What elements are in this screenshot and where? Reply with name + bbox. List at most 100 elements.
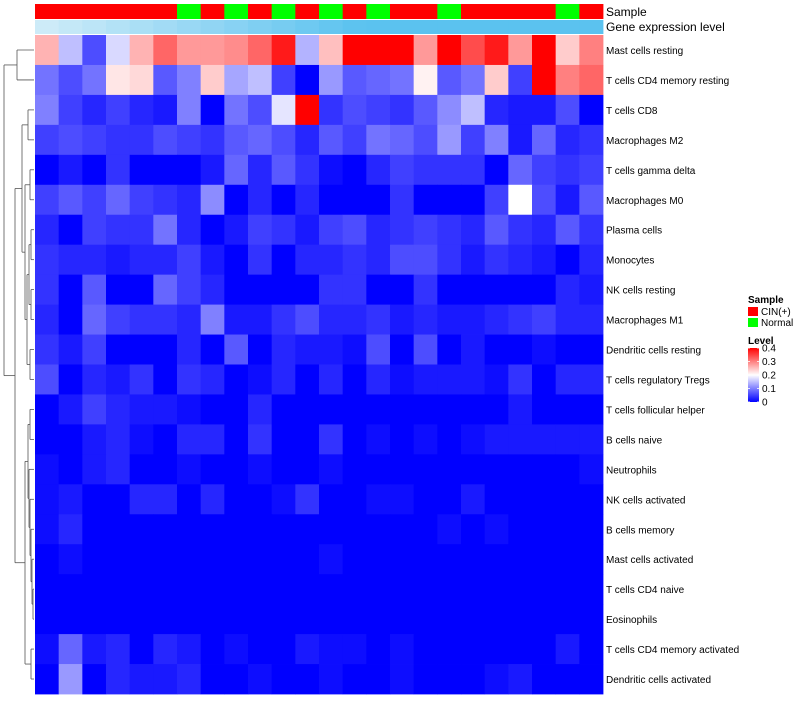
heatmap-cell	[579, 304, 604, 335]
sample-annotation-cell	[413, 4, 438, 19]
heatmap-cell	[437, 274, 462, 305]
heatmap-cell	[437, 664, 462, 695]
heatmap-cell	[366, 304, 391, 335]
heatmap-cell	[129, 184, 154, 216]
heatmap-cell	[555, 64, 580, 96]
heatmap-cell	[106, 304, 131, 335]
heatmap-cell	[271, 424, 296, 455]
heatmap-cell	[295, 274, 320, 305]
heatmap-cell	[532, 424, 557, 455]
heatmap-cell	[461, 184, 486, 216]
legend-tick-label: 0	[762, 398, 768, 409]
expression-annotation-cell	[508, 20, 533, 34]
heatmap-cell	[366, 154, 391, 186]
legend-label-cin: CIN(+)	[761, 307, 791, 318]
heatmap-cell	[177, 304, 202, 335]
heatmap-cell	[413, 94, 438, 126]
expression-annotation-cell	[153, 20, 178, 34]
heatmap-cell	[271, 64, 296, 96]
heatmap-cell	[319, 244, 344, 276]
heatmap-cell	[390, 364, 415, 395]
heatmap-cell	[35, 334, 60, 365]
heatmap-cell	[508, 574, 533, 605]
heatmap-cell	[437, 604, 462, 635]
heatmap-cell	[390, 244, 415, 276]
heatmap-cell	[461, 334, 486, 365]
row-label-dendritic-cells-resting: Dendritic cells resting	[606, 346, 701, 357]
heatmap-cell	[200, 334, 225, 365]
heatmap-cell	[295, 454, 320, 485]
heatmap-cell	[342, 484, 367, 515]
heatmap-cell	[413, 574, 438, 605]
heatmap-cell	[555, 35, 580, 66]
heatmap-cell	[177, 35, 202, 66]
heatmap-cell	[461, 304, 486, 335]
heatmap-cell	[461, 394, 486, 425]
heatmap-cell	[248, 274, 273, 305]
heatmap-cell	[532, 454, 557, 485]
heatmap-cell	[508, 514, 533, 545]
heatmap-cell	[248, 364, 273, 395]
heatmap-cell	[200, 124, 225, 156]
heatmap-cell	[58, 124, 83, 156]
heatmap-cell	[508, 604, 533, 635]
heatmap-cell	[271, 154, 296, 186]
heatmap-cell	[508, 454, 533, 485]
heatmap-cell	[461, 274, 486, 305]
heatmap-cell	[366, 634, 391, 665]
heatmap-cell	[35, 574, 60, 605]
heatmap-cell	[413, 154, 438, 186]
heatmap-cell	[248, 154, 273, 186]
heatmap-cell	[129, 64, 154, 96]
heatmap-cell	[177, 394, 202, 425]
legend-swatch-normal	[748, 318, 758, 327]
expression-annotation-cell	[319, 20, 344, 34]
heatmap-cell	[271, 454, 296, 485]
heatmap-cell	[390, 484, 415, 515]
heatmap-cell	[319, 184, 344, 216]
heatmap-cell	[224, 364, 249, 395]
heatmap-cell	[437, 244, 462, 276]
heatmap-cell	[413, 364, 438, 395]
heatmap-cell	[484, 334, 509, 365]
heatmap-cell	[58, 35, 83, 66]
heatmap-cell	[224, 334, 249, 365]
heatmap-cell	[461, 64, 486, 96]
heatmap-cell	[129, 244, 154, 276]
heatmap-cell	[579, 124, 604, 156]
heatmap-cell	[177, 334, 202, 365]
heatmap-cell	[35, 124, 60, 156]
heatmap-cell	[224, 634, 249, 665]
heatmap-cell	[366, 184, 391, 216]
heatmap-cell	[58, 664, 83, 695]
heatmap-cell	[177, 274, 202, 305]
row-label-monocytes: Monocytes	[606, 256, 654, 267]
row-label-t-cells-regulatory-tregs: T cells regulatory Tregs	[606, 375, 710, 386]
heatmap-cell	[366, 274, 391, 305]
sample-annotation-cell	[366, 4, 391, 19]
heatmap-cell	[35, 664, 60, 695]
heatmap-cell	[484, 424, 509, 455]
heatmap-cell	[508, 35, 533, 66]
heatmap-cell	[224, 304, 249, 335]
heatmap-cell	[366, 124, 391, 156]
heatmap-cell	[153, 454, 178, 485]
heatmap-cell	[224, 274, 249, 305]
heatmap-cell	[319, 664, 344, 695]
sample-annotation-cell	[295, 4, 320, 19]
heatmap-cell	[579, 154, 604, 186]
heatmap-cell	[342, 244, 367, 276]
heatmap-cell	[508, 154, 533, 186]
heatmap-cell	[461, 454, 486, 485]
heatmap-cell	[484, 274, 509, 305]
heatmap-cell	[319, 424, 344, 455]
expression-annotation-cell	[58, 20, 83, 34]
heatmap-cell	[532, 64, 557, 96]
heatmap-cell	[366, 64, 391, 96]
heatmap-cell	[319, 214, 344, 246]
row-label-macrophages-m0: Macrophages M0	[606, 196, 684, 207]
heatmap-cell	[200, 484, 225, 515]
heatmap-cell	[295, 604, 320, 635]
heatmap-cell	[532, 334, 557, 365]
